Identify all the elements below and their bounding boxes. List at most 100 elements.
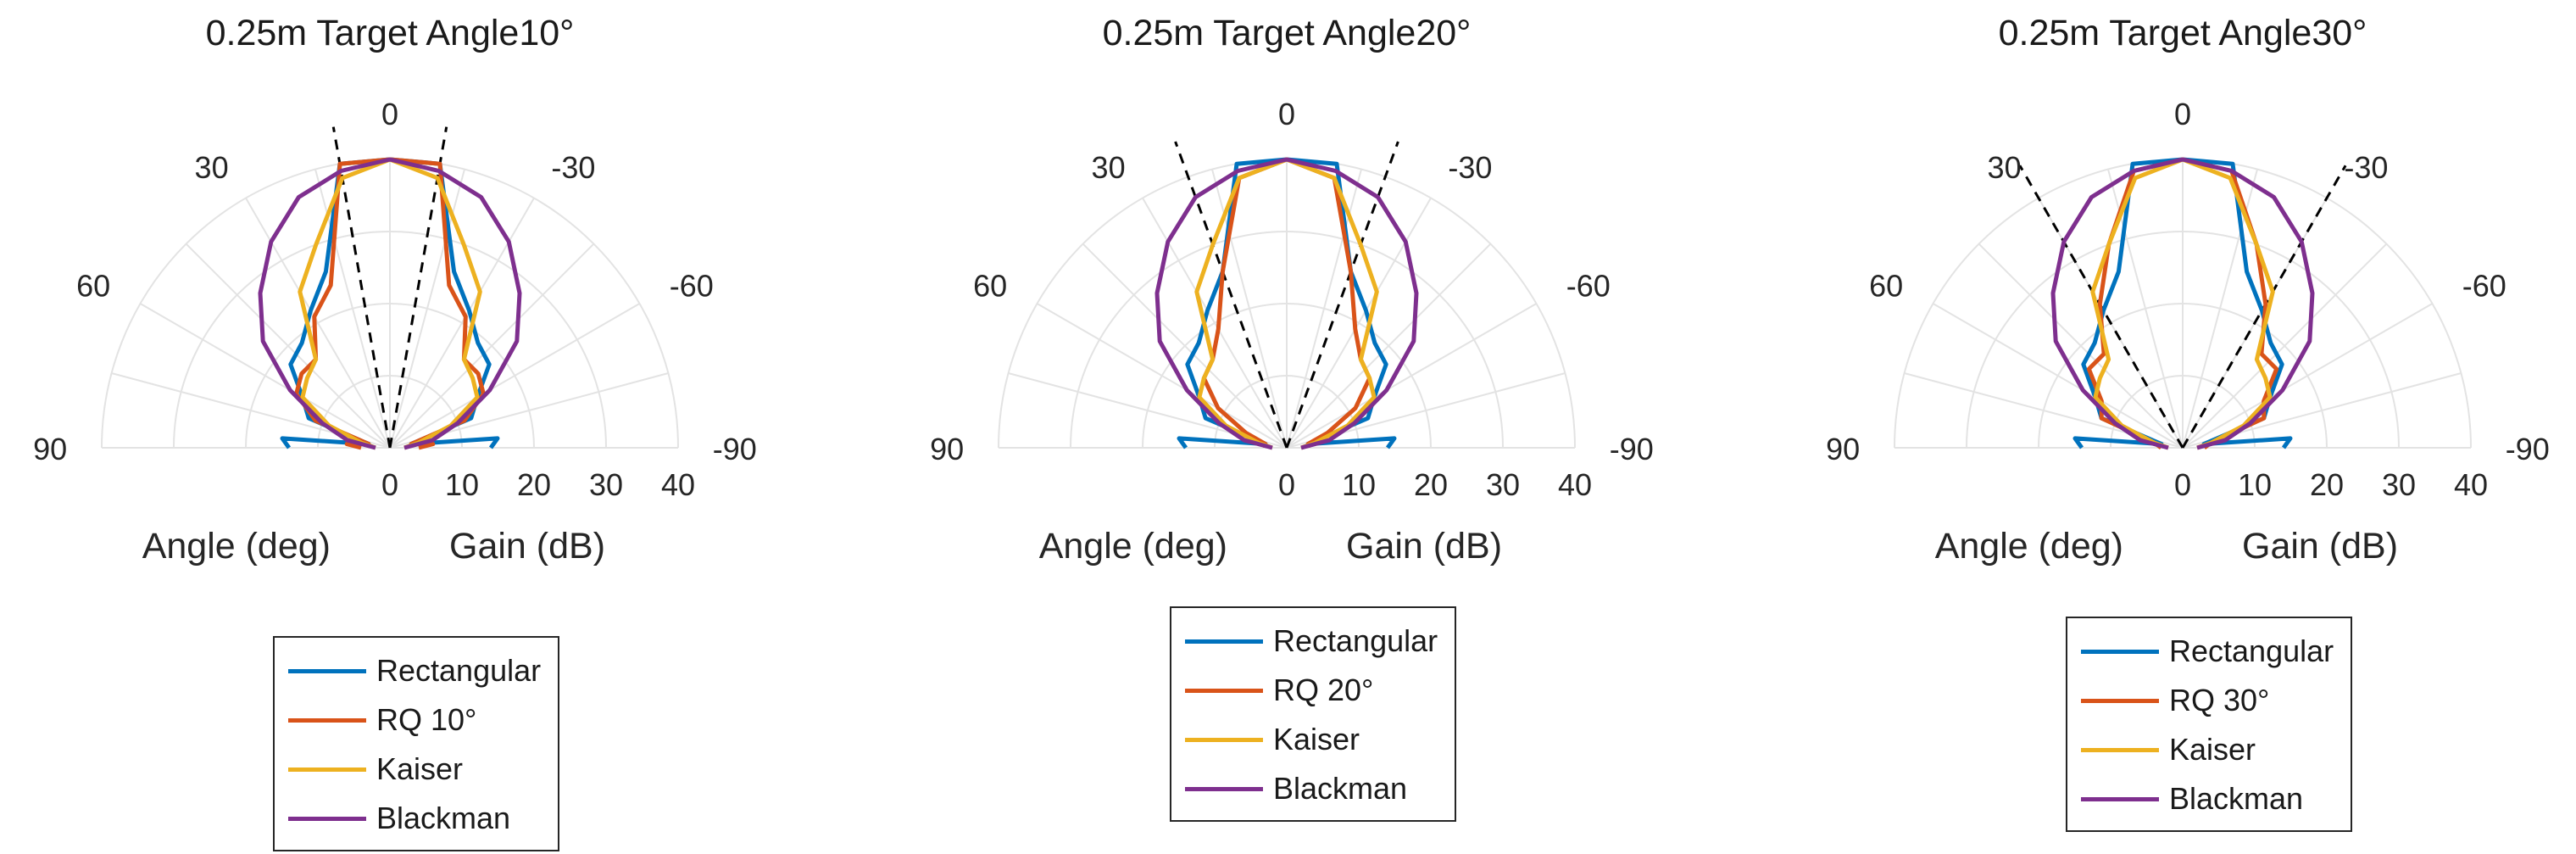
theta-tick-label: 0 (381, 97, 398, 131)
legend-item: Rectangular (1185, 617, 1438, 666)
r-axis-label: Gain (dB) (449, 526, 605, 567)
theta-tick-label: -60 (1566, 269, 1611, 304)
theta-tick-label: 30 (195, 150, 229, 185)
grid-spoke (314, 169, 391, 449)
legend-swatch (1185, 688, 1263, 693)
theta-axis-label: Angle (deg) (1935, 526, 2123, 567)
theta-tick-label: 60 (1869, 269, 1903, 304)
legend-swatch (288, 717, 366, 723)
theta-tick-label: -90 (713, 432, 757, 466)
legend-label: Kaiser (1273, 722, 1360, 756)
grid-spoke (1211, 169, 1288, 449)
grid-spoke (389, 303, 640, 449)
r-axis-label: Gain (dB) (2242, 526, 2398, 567)
r-tick-label: 30 (2382, 467, 2416, 502)
theta-tick-label: 0 (1278, 97, 1295, 131)
legend-item: Blackman (288, 794, 541, 843)
theta-tick-label: -30 (551, 150, 595, 185)
r-tick-label: 30 (589, 467, 623, 502)
r-tick-label: 0 (381, 467, 398, 502)
legend-swatch (1185, 639, 1263, 644)
legend-item: Kaiser (1185, 715, 1438, 764)
theta-tick-label: 90 (33, 432, 67, 466)
legend-swatch (2081, 796, 2159, 801)
legend-item: Kaiser (2081, 725, 2334, 774)
polar-chart: 0.25m Target Angle20° 0 30 -30 60 -60 90 -90 0 10… (930, 13, 1654, 567)
legend-swatch (1185, 737, 1263, 742)
legend-swatch (288, 668, 366, 673)
series-line-blackman (2050, 157, 2315, 450)
theta-tick-label: 60 (973, 269, 1007, 304)
legend-label: Rectangular (376, 653, 542, 688)
grid-spoke (1037, 303, 1288, 449)
legend-label: Kaiser (376, 751, 464, 786)
target-angle-line (1285, 141, 1399, 449)
legend-label: RQ 30° (2169, 683, 2270, 717)
legend-item: RQ 10° (288, 695, 541, 745)
legend-label: Blackman (376, 801, 511, 835)
r-tick-label: 10 (445, 467, 479, 502)
theta-tick-label: -60 (2462, 269, 2506, 304)
legend-swatch (288, 767, 366, 772)
r-tick-label: 10 (1342, 467, 1376, 502)
grid-spoke (1082, 243, 1288, 449)
grid-spoke (185, 243, 391, 449)
r-tick-label: 20 (2310, 467, 2344, 502)
grid-spoke (2182, 243, 2388, 449)
legend: Rectangular RQ 20° Kaiser Blackman (1170, 606, 1457, 822)
theta-tick-label: -90 (1610, 432, 1654, 466)
legend-label: RQ 10° (376, 702, 477, 737)
legend-label: Rectangular (2169, 634, 2334, 668)
theta-tick-label: -30 (2344, 150, 2388, 185)
legend-swatch (288, 816, 366, 821)
r-tick-label: 10 (2238, 467, 2272, 502)
theta-tick-label: 60 (76, 269, 110, 304)
theta-tick-label: -60 (670, 269, 714, 304)
legend-item: RQ 20° (1185, 666, 1438, 715)
grid-spoke (389, 169, 465, 449)
legend-swatch (2081, 698, 2159, 703)
chart-title: 0.25m Target Angle10° (206, 13, 575, 53)
grid-spoke (140, 303, 391, 449)
legend-label: Kaiser (2169, 732, 2256, 767)
theta-tick-label: 0 (2174, 97, 2191, 131)
chart-panel-3: 0.25m Target Angle30° 0 30 -30 60 -60 90 -90 0 10… (1793, 0, 2576, 854)
legend: Rectangular RQ 30° Kaiser Blackman (2066, 617, 2353, 832)
legend-item: Kaiser (288, 745, 541, 794)
grid-spoke (1142, 198, 1288, 449)
target-angle-line (1174, 141, 1288, 449)
legend-label: Blackman (2169, 781, 2304, 816)
grid-spoke (1286, 243, 1492, 449)
legend-swatch (1185, 786, 1263, 791)
legend-item: Rectangular (2081, 627, 2334, 676)
grid-spoke (389, 243, 595, 449)
legend-label: Blackman (1273, 771, 1408, 806)
legend-swatch (2081, 649, 2159, 654)
theta-axis-label: Angle (deg) (142, 526, 331, 567)
r-tick-label: 40 (2454, 467, 2488, 502)
r-tick-label: 30 (1486, 467, 1520, 502)
r-tick-label: 40 (661, 467, 695, 502)
polar-chart: 0.25m Target Angle30° 0 30 -30 60 -60 90 -90 0 10… (1826, 13, 2550, 567)
series-line-blackman (1154, 157, 1419, 450)
theta-tick-label: 90 (930, 432, 964, 466)
theta-tick-label: 30 (1092, 150, 1126, 185)
r-tick-label: 20 (1414, 467, 1448, 502)
theta-tick-label: 90 (1826, 432, 1860, 466)
r-tick-label: 40 (1558, 467, 1592, 502)
legend: Rectangular RQ 10° Kaiser Blackman (273, 636, 560, 851)
legend-item: RQ 30° (2081, 676, 2334, 725)
grid-spoke (2182, 303, 2433, 449)
polar-chart: 0.25m Target Angle10° 0 30 -30 60 -60 90 -90 0 10… (33, 13, 757, 567)
legend-label: RQ 20° (1273, 673, 1374, 707)
series-line-blackman (258, 157, 522, 450)
grid-spoke (1978, 243, 2184, 449)
legend-label: Rectangular (1273, 623, 1438, 658)
grid-spoke (1286, 303, 1537, 449)
grid-spoke (1286, 169, 1362, 449)
theta-axis-label: Angle (deg) (1039, 526, 1227, 567)
r-tick-label: 20 (517, 467, 551, 502)
legend-swatch (2081, 747, 2159, 752)
theta-tick-label: -90 (2506, 432, 2550, 466)
legend-item: Rectangular (288, 646, 541, 695)
